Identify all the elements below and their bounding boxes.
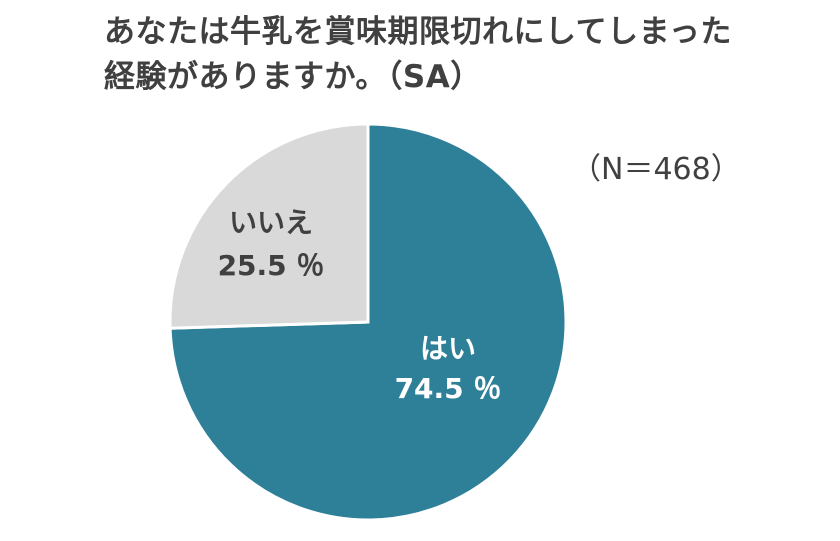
chart-title-line-2: 経験がありますか。（SA）: [104, 59, 482, 95]
sample-size-label: （N＝468）: [571, 152, 741, 187]
slice-value-yes: 74.5 ％: [395, 372, 502, 405]
slice-label-no: いいえ: [229, 206, 313, 239]
slice-label-yes: はい: [420, 332, 476, 365]
pie-slice-no: [168, 122, 370, 330]
chart-title: あなたは牛乳を賞味期限切れにしてしまった 経験がありますか。（SA）: [104, 10, 804, 100]
chart-title-line-1: あなたは牛乳を賞味期限切れにしてしまった: [104, 14, 732, 50]
slice-value-no: 25.5 ％: [218, 249, 325, 282]
